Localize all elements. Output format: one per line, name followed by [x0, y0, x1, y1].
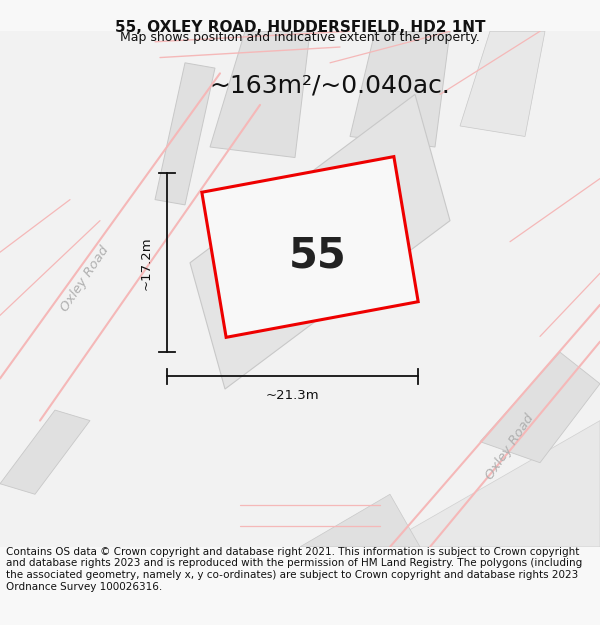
Text: 55, OXLEY ROAD, HUDDERSFIELD, HD2 1NT: 55, OXLEY ROAD, HUDDERSFIELD, HD2 1NT: [115, 20, 485, 35]
Polygon shape: [210, 31, 310, 158]
Polygon shape: [380, 421, 600, 547]
Polygon shape: [300, 494, 420, 547]
Polygon shape: [0, 410, 90, 494]
Text: 55: 55: [289, 234, 347, 276]
Text: Oxley Road: Oxley Road: [484, 412, 536, 482]
Text: ~17.2m: ~17.2m: [140, 236, 153, 289]
Text: Contains OS data © Crown copyright and database right 2021. This information is : Contains OS data © Crown copyright and d…: [6, 547, 582, 592]
Text: ~163m²/~0.040ac.: ~163m²/~0.040ac.: [209, 73, 451, 98]
Polygon shape: [460, 31, 545, 136]
Polygon shape: [155, 63, 215, 205]
Polygon shape: [190, 94, 450, 389]
Text: ~21.3m: ~21.3m: [266, 389, 319, 402]
Polygon shape: [202, 157, 418, 338]
Text: Map shows position and indicative extent of the property.: Map shows position and indicative extent…: [120, 31, 480, 44]
Text: Oxley Road: Oxley Road: [58, 243, 112, 314]
Polygon shape: [480, 352, 600, 462]
Polygon shape: [350, 31, 450, 147]
